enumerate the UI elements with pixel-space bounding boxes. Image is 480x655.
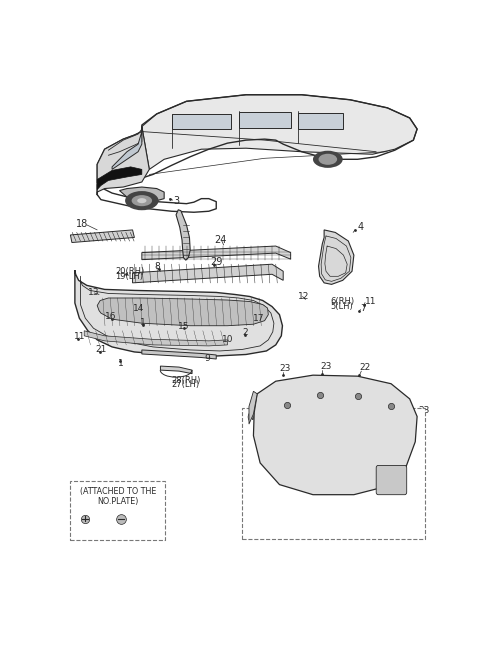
FancyBboxPatch shape	[376, 466, 407, 495]
Text: 20(RH): 20(RH)	[115, 267, 144, 276]
Polygon shape	[132, 264, 283, 283]
Text: 23: 23	[367, 396, 378, 405]
Text: 28(RH): 28(RH)	[172, 376, 201, 384]
Text: 15: 15	[178, 322, 190, 331]
Text: 1: 1	[118, 359, 123, 368]
Text: 23: 23	[326, 381, 337, 390]
Text: 13: 13	[88, 288, 99, 297]
Polygon shape	[142, 95, 417, 170]
Text: (ATTACHED TO THE
NO.PLATE): (ATTACHED TO THE NO.PLATE)	[80, 487, 156, 506]
Text: 16: 16	[276, 409, 288, 419]
Polygon shape	[71, 230, 134, 242]
Text: 29: 29	[211, 257, 223, 267]
Text: 4: 4	[358, 223, 364, 233]
Text: 1: 1	[140, 318, 146, 327]
Text: 9: 9	[204, 354, 210, 363]
Text: 12: 12	[298, 292, 310, 301]
Polygon shape	[112, 132, 142, 170]
Text: 8: 8	[155, 262, 161, 271]
Polygon shape	[120, 187, 164, 200]
Text: 24: 24	[215, 235, 227, 245]
Polygon shape	[160, 366, 192, 373]
Text: 10: 10	[222, 335, 233, 345]
Text: 2: 2	[242, 328, 248, 337]
Bar	[242, 409, 424, 538]
Text: 22: 22	[360, 363, 371, 371]
Polygon shape	[172, 114, 231, 129]
Text: 19(LH): 19(LH)	[115, 272, 143, 281]
Text: 16: 16	[105, 312, 116, 321]
Text: 18: 18	[76, 219, 88, 229]
Text: 5(LH): 5(LH)	[331, 302, 354, 311]
Polygon shape	[249, 391, 257, 424]
Polygon shape	[97, 298, 268, 326]
Text: 11: 11	[74, 332, 85, 341]
Text: 14: 14	[132, 303, 144, 312]
Polygon shape	[84, 331, 228, 346]
Polygon shape	[97, 126, 149, 195]
Text: 27(LH): 27(LH)	[172, 381, 200, 389]
Ellipse shape	[137, 198, 146, 203]
Ellipse shape	[125, 191, 158, 210]
Text: 23: 23	[279, 364, 291, 373]
Ellipse shape	[319, 154, 337, 165]
Polygon shape	[319, 230, 354, 284]
Polygon shape	[239, 113, 290, 128]
Polygon shape	[97, 167, 142, 189]
Text: 7: 7	[360, 303, 366, 312]
Text: 23: 23	[320, 362, 332, 371]
Polygon shape	[176, 210, 190, 260]
Text: 3: 3	[173, 196, 180, 206]
Ellipse shape	[313, 151, 343, 168]
Text: ─ 25: ─ 25	[89, 514, 107, 523]
Ellipse shape	[132, 195, 152, 206]
Text: 23: 23	[418, 406, 429, 415]
Polygon shape	[142, 350, 216, 359]
Text: ─ 26: ─ 26	[125, 514, 144, 523]
Polygon shape	[142, 246, 290, 259]
Polygon shape	[298, 113, 343, 129]
Text: 21: 21	[96, 345, 107, 354]
Text: 11: 11	[365, 297, 376, 306]
Polygon shape	[253, 375, 417, 495]
Text: 17: 17	[252, 314, 264, 323]
Bar	[71, 481, 165, 540]
Text: (W/BACK WARNING): (W/BACK WARNING)	[247, 413, 333, 422]
Polygon shape	[75, 271, 282, 356]
Text: 6(RH): 6(RH)	[331, 297, 355, 306]
